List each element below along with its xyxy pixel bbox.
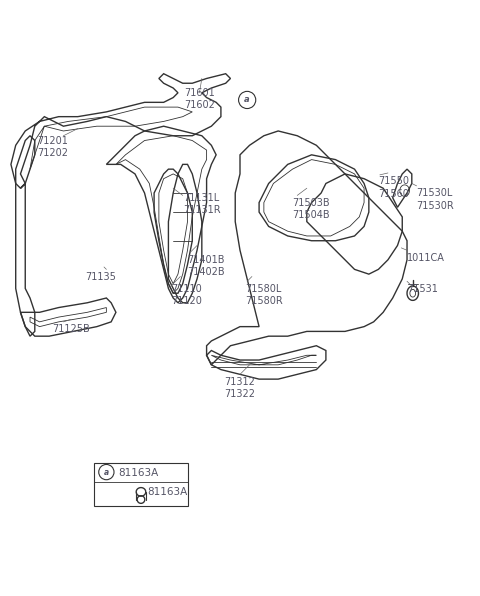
Text: 71401B
71402B: 71401B 71402B [188,255,225,278]
Text: 81163A: 81163A [118,468,158,479]
Text: 71131L
71131R: 71131L 71131R [183,193,220,215]
Text: 71531: 71531 [407,284,438,294]
Text: 1011CA: 1011CA [407,253,445,263]
FancyBboxPatch shape [95,462,188,505]
Text: 71530L
71530R: 71530L 71530R [417,188,455,210]
Text: 71201
71202: 71201 71202 [37,136,69,158]
Text: 71503B
71504B: 71503B 71504B [292,198,330,220]
Text: 71550
71560: 71550 71560 [378,176,409,198]
Text: a: a [244,95,250,104]
Text: 71110
71120: 71110 71120 [171,284,202,306]
Text: 71580L
71580R: 71580L 71580R [245,284,283,306]
Text: 71125B: 71125B [52,324,89,334]
Text: 81163A: 81163A [147,488,187,498]
Text: 71135: 71135 [85,272,116,282]
Text: a: a [104,468,109,477]
Text: 71312
71322: 71312 71322 [225,377,255,399]
Text: 71601
71602: 71601 71602 [184,88,215,110]
